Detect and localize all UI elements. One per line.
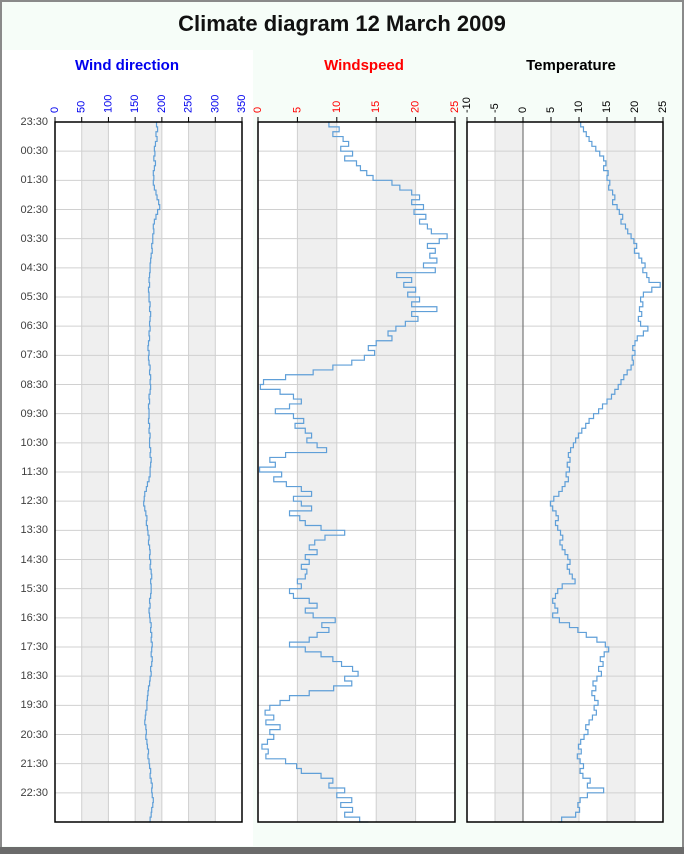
windspeed-series-line: [258, 122, 448, 823]
time-label: 09:30: [20, 407, 48, 420]
time-label: 04:30: [20, 261, 48, 274]
time-label: 05:30: [20, 291, 48, 303]
windspeed-plot-border: [257, 121, 456, 823]
time-label: 07:30: [20, 349, 48, 362]
x-tick-label: 10: [573, 101, 585, 113]
time-label: 11:30: [21, 466, 48, 478]
time-label: 06:30: [20, 320, 48, 333]
time-label: 20:30: [20, 728, 48, 741]
x-tick-label: 15: [370, 101, 382, 113]
wind-direction-plot-border: [54, 121, 243, 823]
x-tick-label: 100: [102, 95, 114, 113]
x-tick-label: 5: [545, 107, 557, 113]
time-label: 18:30: [20, 670, 48, 683]
temperature-chart: -10 -5 0 5 10 15 20 25: [461, 97, 669, 823]
x-tick-label: 300: [209, 95, 221, 113]
x-tick-label: 25: [449, 101, 461, 113]
wind-direction-chart: 0 50 100 150 200 250 300 350: [49, 95, 248, 823]
x-tick-label: 250: [183, 95, 195, 113]
wind-direction-series-line: [143, 122, 161, 823]
time-label: 16:30: [20, 611, 48, 624]
time-label: 02:30: [20, 203, 48, 216]
x-tick-label: 350: [236, 95, 248, 113]
time-label: 23:30: [20, 116, 48, 128]
x-tick-label: 10: [331, 101, 343, 113]
x-tick-label: -10: [461, 97, 473, 113]
x-tick-label: 5: [291, 107, 303, 113]
x-tick-label: 0: [517, 107, 529, 113]
x-tick-label: 0: [252, 107, 264, 113]
wind-direction-title: Wind direction: [74, 57, 180, 74]
time-label: 03:30: [20, 232, 48, 245]
time-label: 13:30: [20, 524, 48, 537]
x-tick-label: 200: [156, 95, 168, 113]
time-label: 10:30: [20, 436, 48, 449]
time-label: 17:30: [20, 641, 48, 653]
time-label: 22:30: [20, 786, 48, 799]
x-tick-label: 0: [49, 107, 61, 113]
x-tick-label: -5: [489, 103, 501, 113]
windspeed-title: Windspeed: [324, 57, 404, 74]
time-label: 14:30: [20, 553, 48, 566]
temperature-plot-border: [466, 121, 664, 823]
time-label: 12:30: [20, 495, 48, 508]
time-label: 08:30: [20, 378, 48, 391]
temperature-series-line: [549, 122, 661, 823]
page-title: Climate diagram 12 March 2009: [178, 11, 506, 36]
time-label: 00:30: [20, 145, 48, 158]
x-tick-label: 15: [601, 101, 613, 113]
time-label: 19:30: [20, 699, 48, 712]
time-label: 01:30: [20, 174, 48, 187]
x-tick-label: 20: [410, 101, 422, 113]
x-tick-label: 20: [629, 101, 641, 113]
temperature-title: Temperature: [526, 57, 616, 74]
windspeed-chart: 0 5 10 15 20 25: [252, 101, 461, 823]
time-label: 21:30: [20, 757, 48, 770]
window-bottom-bar: [0, 847, 684, 854]
x-tick-label: 150: [129, 95, 141, 113]
time-label: 15:30: [20, 582, 48, 595]
x-tick-label: 25: [657, 101, 669, 113]
x-tick-label: 50: [76, 101, 88, 113]
